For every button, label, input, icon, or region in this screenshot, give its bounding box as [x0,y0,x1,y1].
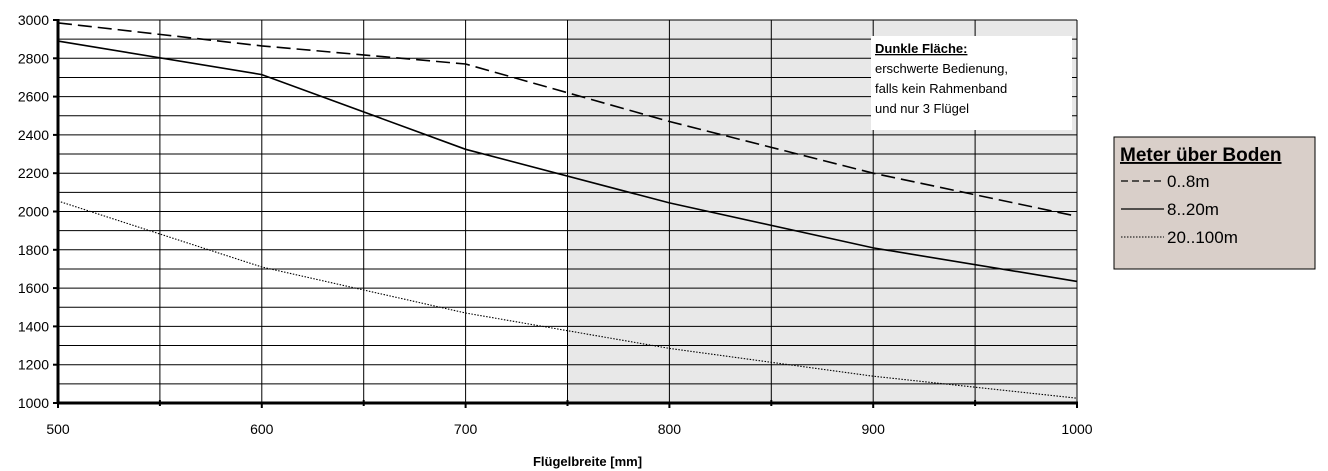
y-tick-label: 1800 [18,242,49,258]
x-axis-label: Flügelbreite [mm] [533,454,642,469]
x-tick-label: 1000 [1061,421,1092,437]
y-tick-label: 1600 [18,280,49,296]
tick-labels: 1000 1200 1400 1600 1800 2000 2200 2400 2600 2800… [18,12,1093,437]
y-tick-label: 1000 [18,395,49,411]
x-tick-label: 500 [46,421,70,437]
y-tick-label: 1200 [18,357,49,373]
x-tick-label: 900 [862,421,886,437]
legend: Meter über Boden 0..8m 8..20m 20..100m [1113,136,1316,270]
annotation-line: erschwerte Bedienung, [875,61,1008,76]
legend-label: 0..8m [1167,172,1210,191]
y-tick-label: 2400 [18,127,49,143]
y-tick-label: 3000 [18,12,49,28]
y-tick-label: 1400 [18,318,49,334]
legend-label: 20..100m [1167,228,1238,247]
annotation-title: Dunkle Fläche: [875,41,967,56]
x-tick-label: 600 [250,421,274,437]
y-tick-label: 2600 [18,89,49,105]
x-tick-label: 700 [454,421,478,437]
series-lines [57,22,1078,399]
y-tick-label: 2200 [18,165,49,181]
annotation-line: falls kein Rahmenband [875,81,1007,96]
series-line-1 [57,22,1078,218]
legend-box [1113,136,1316,270]
legend-title: Meter über Boden [1120,145,1282,166]
y-tick-label: 2800 [18,50,49,66]
x-tick-label: 800 [658,421,682,437]
axes [53,19,1078,408]
y-tick-label: 2000 [18,204,49,220]
legend-label: 8..20m [1167,200,1219,219]
annotation-line: und nur 3 Flügel [875,101,969,116]
series-line-2 [57,40,1078,283]
annotation-box: Dunkle Fläche: erschwerte Bedienung, fal… [871,36,1072,130]
